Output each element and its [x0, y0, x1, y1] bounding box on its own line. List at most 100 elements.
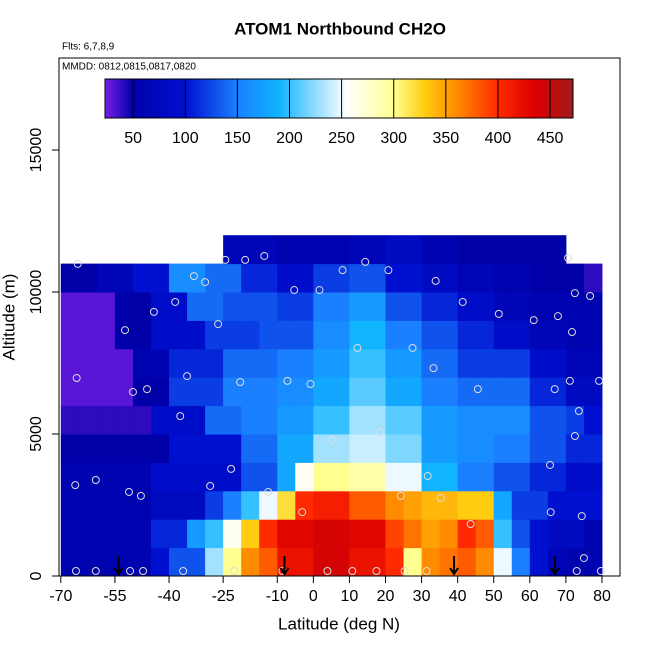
heat-cell: [205, 547, 224, 577]
heat-cell: [223, 320, 242, 350]
heat-cell: [114, 377, 134, 407]
heat-cell: [132, 547, 152, 577]
colorbar-tick-label: 150: [224, 130, 251, 147]
colorbar-tick-label: 250: [328, 130, 355, 147]
flight-point: [91, 567, 100, 576]
heat-cell: [150, 462, 170, 492]
heat-cell: [96, 377, 116, 407]
heat-cell: [565, 320, 585, 350]
heat-cell: [331, 263, 350, 293]
heat-cell: [421, 320, 441, 350]
heat-cell: [385, 434, 405, 463]
heat-cell: [223, 292, 242, 321]
heat-cell: [241, 405, 260, 435]
heat-cell: [187, 547, 206, 577]
heat-cell: [277, 519, 296, 549]
heat-cell: [295, 263, 314, 293]
flight-point: [565, 376, 574, 385]
heat-cell: [565, 377, 585, 407]
heat-cell: [529, 263, 549, 293]
heat-cell: [223, 377, 242, 407]
heat-cell: [493, 434, 513, 463]
heat-cell: [60, 434, 80, 463]
heat-cell: [114, 547, 134, 577]
arrow: [279, 556, 290, 576]
heat-cell: [331, 292, 350, 321]
heat-cell: [169, 547, 188, 577]
heat-cell: [457, 462, 477, 492]
heat-cell: [259, 263, 278, 293]
heat-cell: [385, 462, 405, 492]
heat-cell: [60, 263, 80, 293]
heat-cell: [150, 519, 170, 549]
heat-cell: [60, 320, 80, 350]
heat-cell: [475, 462, 495, 492]
heat-cell: [277, 263, 296, 293]
heat-cell: [529, 235, 549, 265]
heat-cell: [313, 434, 332, 463]
heat-cell: [150, 547, 170, 577]
heat-cell: [475, 405, 495, 435]
heat-cell: [223, 547, 242, 577]
y-axis-label: Altitude (m): [0, 274, 18, 361]
flight-point: [431, 276, 440, 285]
heat-cell: [421, 434, 441, 463]
heat-cell: [511, 405, 531, 435]
heat-cell: [421, 519, 441, 549]
plot-frame: [58, 57, 621, 577]
colorbar-tick-label: 450: [537, 130, 564, 147]
heat-cell: [241, 292, 260, 321]
heat-cell: [78, 519, 98, 549]
heat-cell: [583, 320, 603, 350]
heat-cell: [295, 348, 314, 378]
heat-cell: [331, 405, 350, 435]
colorbar-tick-label: 350: [432, 130, 459, 147]
heat-cell: [511, 490, 531, 520]
arrow: [449, 556, 459, 576]
heat-cell: [205, 348, 224, 378]
heat-cell: [565, 348, 585, 378]
flight-point: [574, 407, 583, 416]
heat-cell: [331, 235, 350, 265]
note: Flts: 6,7,8,9: [62, 42, 115, 53]
flight-point: [260, 251, 269, 260]
heat-cell: [421, 263, 441, 293]
heat-cell: [205, 263, 224, 293]
x-tick-label: 60: [521, 588, 539, 605]
heat-cell: [277, 320, 296, 350]
heat-cell: [277, 405, 296, 435]
flight-point: [550, 385, 559, 394]
heat-cell: [150, 405, 170, 435]
heat-cell: [205, 377, 224, 407]
heat-cell: [529, 377, 549, 407]
heat-cell: [150, 434, 170, 463]
y-tick-label: 15000: [28, 128, 45, 173]
flight-point: [206, 481, 215, 490]
heat-cell: [349, 292, 368, 321]
heat-cell: [132, 490, 152, 520]
heat-cell: [511, 320, 531, 350]
heat-cell: [529, 434, 549, 463]
heat-cell: [313, 547, 332, 577]
heat-cell: [114, 320, 134, 350]
flight-point: [384, 266, 393, 275]
heat-cell: [493, 405, 513, 435]
heat-cell: [547, 434, 567, 463]
colorbar: [104, 78, 574, 119]
flight-point: [323, 567, 332, 576]
heat-cell: [421, 292, 441, 321]
flight-point: [139, 567, 148, 576]
flight-point: [73, 259, 82, 268]
heat-cell: [565, 263, 585, 293]
heat-cell: [511, 519, 531, 549]
heat-cell: [493, 377, 513, 407]
heat-cell: [114, 434, 134, 463]
heat-cell: [223, 263, 242, 293]
heat-cell: [547, 462, 567, 492]
heat-cell: [511, 292, 531, 321]
heat-cell: [403, 405, 423, 435]
flight-point: [230, 567, 239, 576]
heat-cell: [78, 377, 98, 407]
flight-point: [221, 255, 230, 264]
heat-cell: [385, 377, 405, 407]
